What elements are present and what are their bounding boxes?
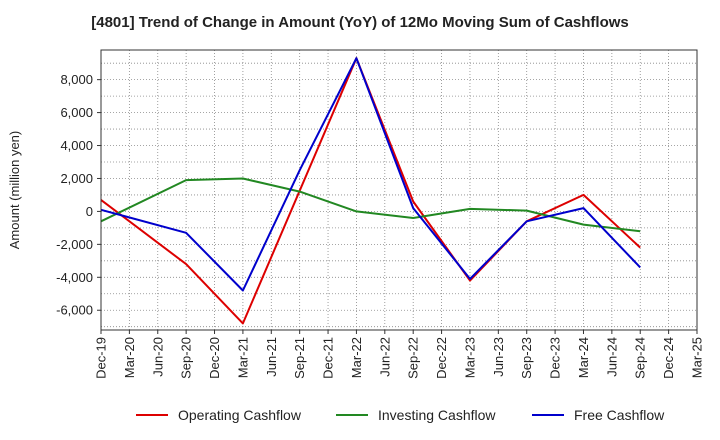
y-tick-label: -6,000	[56, 303, 93, 318]
y-tick-label: 0	[86, 204, 93, 219]
x-tick-label: Dec-19	[94, 337, 109, 379]
legend-label: Free Cashflow	[574, 407, 665, 423]
x-tick-label: Dec-22	[434, 337, 449, 379]
y-tick-label: 6,000	[60, 105, 93, 120]
x-tick-label: Dec-21	[321, 337, 336, 379]
x-tick-label: Jun-22	[377, 337, 392, 377]
x-tick-label: Sep-20	[179, 337, 194, 379]
x-tick-label: Sep-21	[292, 337, 307, 379]
y-tick-label: -4,000	[56, 270, 93, 285]
chart-title: [4801] Trend of Change in Amount (YoY) o…	[91, 14, 629, 31]
y-axis-title: Amount (million yen)	[7, 131, 22, 250]
series-line	[100, 57, 641, 325]
x-axis-ticks: Dec-19 Mar-20 Jun-20 Sep-20 Dec-20 Mar-21 Jun-…	[94, 330, 705, 379]
y-tick-label: 8,000	[60, 72, 93, 87]
x-tick-label: Jun-24	[604, 337, 619, 377]
x-tick-label: Mar-24	[576, 337, 591, 378]
grid-lines	[101, 50, 697, 330]
x-tick-label: Sep-22	[406, 337, 421, 379]
x-tick-label: Mar-23	[462, 337, 477, 378]
x-tick-label: Dec-23	[548, 337, 563, 379]
y-axis-ticks: 8,000 6,000 4,000 2,000 0 -2,000 -4,000 -6,000	[56, 72, 101, 318]
y-tick-label: -2,000	[56, 237, 93, 252]
x-tick-label: Jun-23	[491, 337, 506, 377]
x-tick-label: Sep-23	[519, 337, 534, 379]
x-tick-label: Mar-20	[122, 337, 137, 378]
x-tick-label: Mar-22	[349, 337, 364, 378]
plot-frame	[100, 49, 698, 331]
y-tick-label: 4,000	[60, 138, 93, 153]
series-lines	[100, 57, 641, 325]
series-line	[100, 57, 641, 292]
legend-label: Investing Cashflow	[378, 407, 496, 423]
x-tick-label: Mar-21	[235, 337, 250, 378]
y-tick-label: 2,000	[60, 171, 93, 186]
x-tick-label: Dec-24	[661, 337, 676, 379]
x-tick-label: Sep-24	[633, 337, 648, 379]
x-tick-label: Jun-21	[264, 337, 279, 377]
x-tick-label: Mar-25	[690, 337, 705, 378]
legend: Operating Cashflow Investing Cashflow Free…	[136, 407, 665, 423]
x-tick-label: Dec-20	[207, 337, 222, 379]
series-line	[100, 177, 641, 233]
legend-label: Operating Cashflow	[178, 407, 302, 423]
x-tick-label: Jun-20	[150, 337, 165, 377]
